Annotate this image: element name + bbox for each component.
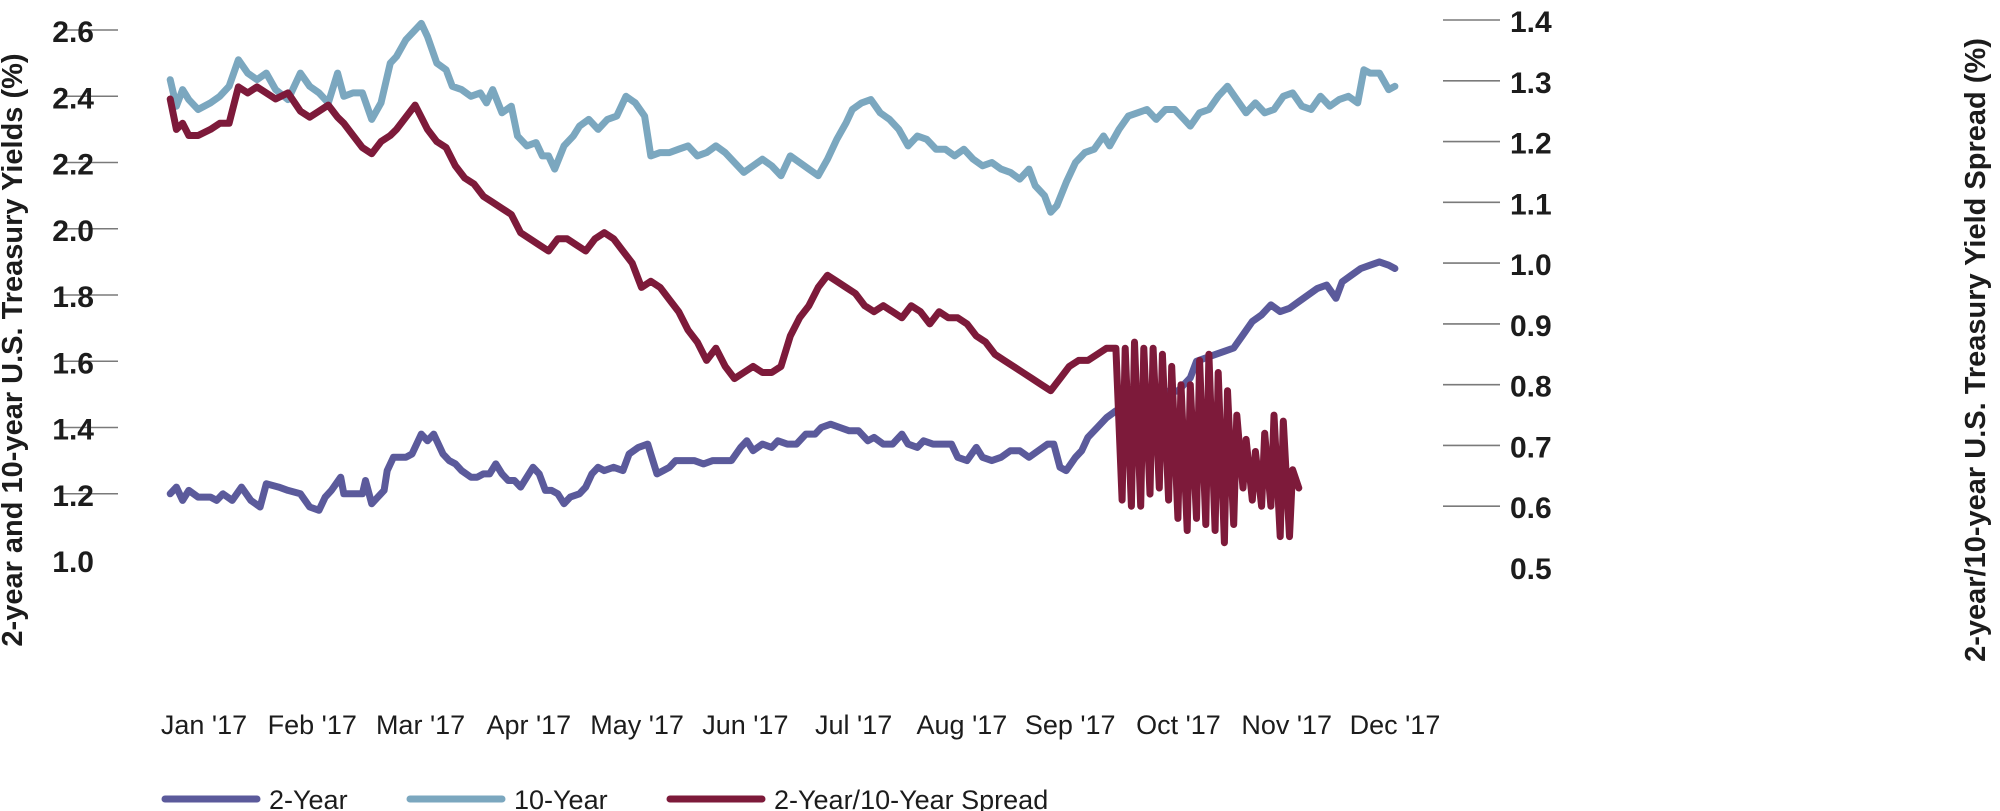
x-axis-ticks: Jan '17 Feb '17 Mar '17 Apr '17 May '17 Jun '… [161,710,1440,740]
x-tick-label: Apr '17 [486,710,571,740]
right-tick-label: 0.5 [1510,553,1552,586]
right-tick-label: 0.6 [1510,492,1552,525]
x-tick-label: Nov '17 [1241,710,1332,740]
x-tick-label: Jun '17 [702,710,788,740]
series-line-10-year [166,19,1399,216]
left-axis-title: 2-year and 10-year U.S. Treasury Yields … [0,53,29,646]
left-tick-label: 1.4 [52,414,94,447]
right-tick-label: 1.1 [1510,188,1552,221]
right-tick-label: 1.4 [1510,6,1552,39]
left-tick-label: 2.6 [52,16,94,49]
x-tick-label: Dec '17 [1350,710,1441,740]
right-tick-label: 0.8 [1510,371,1552,404]
x-tick-label: Jan '17 [161,710,247,740]
series-lines [166,19,1399,547]
left-tick-label: 2.4 [52,82,94,115]
x-tick-label: Feb '17 [268,710,357,740]
gridlines [62,19,1500,508]
x-tick-label: Oct '17 [1136,710,1221,740]
right-axis-title: 2-year/10-year U.S. Treasury Yield Sprea… [1960,38,1992,662]
right-tick-label: 1.0 [1510,249,1552,282]
left-tick-label: 1.8 [52,281,94,314]
left-tick-label: 1.2 [52,480,94,513]
left-tick-label: 2.0 [52,215,94,248]
x-tick-label: Jul '17 [815,710,892,740]
right-tick-label: 0.9 [1510,310,1552,343]
right-tick-label: 1.3 [1510,67,1552,100]
legend-label-2-year: 2-Year [269,785,348,811]
x-tick-label: May '17 [590,710,684,740]
right-axis-ticks: 0.5 0.6 0.7 0.8 0.9 1.0 1.1 1.2 1.3 1.4 [1510,6,1552,586]
right-tick-label: 1.2 [1510,128,1552,161]
left-axis-ticks: 1.0 1.2 1.4 1.6 1.8 2.0 2.2 2.4 2.6 [52,16,94,579]
left-tick-label: 2.2 [52,149,94,182]
legend-label-2-year-10-year-spread: 2-Year/10-Year Spread [774,785,1048,811]
left-tick-label: 1.0 [52,546,94,579]
x-tick-label: Mar '17 [376,710,465,740]
x-tick-label: Aug '17 [917,710,1008,740]
legend: 2-Year 10-Year 2-Year/10-Year Spread [161,785,1048,811]
legend-label-10-year: 10-Year [514,785,608,811]
right-tick-label: 0.7 [1510,431,1552,464]
x-tick-label: Sep '17 [1025,710,1116,740]
left-tick-label: 1.6 [52,347,94,380]
series-line-2-year-10-year-spread [166,83,1303,547]
